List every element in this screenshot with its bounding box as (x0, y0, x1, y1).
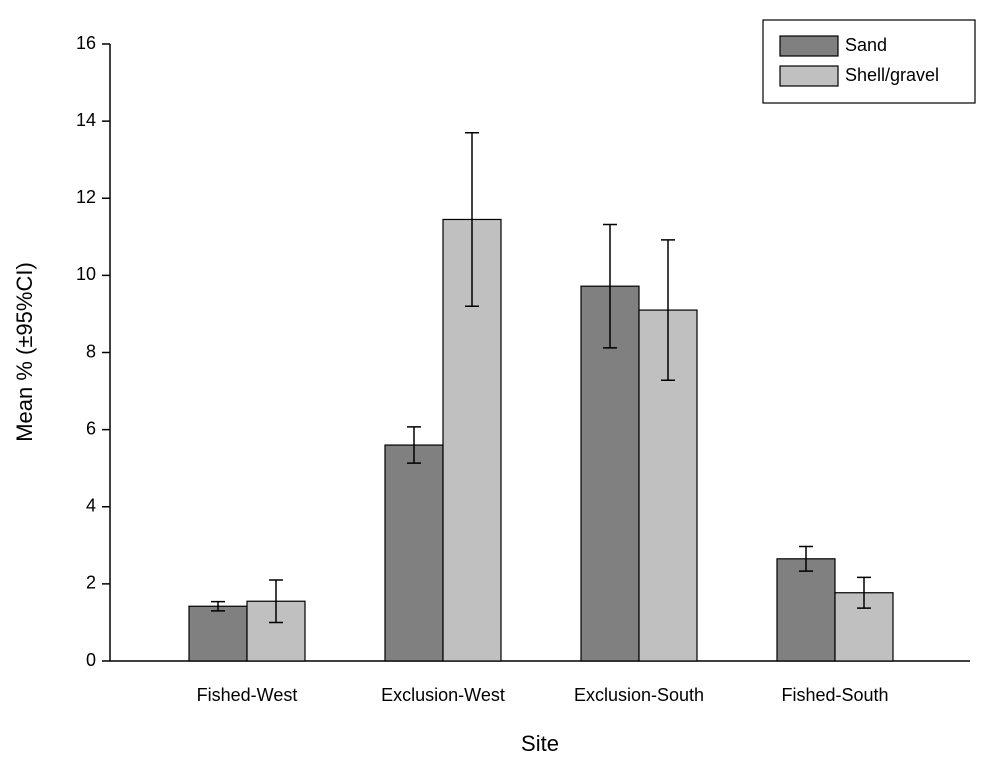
bar (580, 285, 640, 662)
error-bar (603, 223, 617, 349)
y-axis-title: Mean % (±95%CI) (12, 262, 37, 442)
error-bar (661, 239, 675, 382)
legend-swatch (779, 65, 839, 87)
error-bar (799, 545, 813, 572)
y-tick-label: 6 (86, 418, 96, 438)
x-tick-label: Exclusion-South (574, 685, 704, 705)
y-tick-label: 8 (86, 341, 96, 361)
y-tick-label: 16 (76, 33, 96, 53)
legend-box (762, 19, 976, 104)
legend-label: Sand (845, 35, 887, 55)
y-tick-label: 10 (76, 264, 96, 284)
y-tick-label: 12 (76, 187, 96, 207)
error-bar (407, 426, 421, 464)
y-tick-label: 14 (76, 110, 96, 130)
x-tick-label: Fished-South (781, 685, 888, 705)
error-bar (269, 579, 283, 624)
error-bar (857, 576, 871, 609)
error-bar (465, 131, 479, 307)
bar (188, 605, 248, 662)
y-tick-label: 0 (86, 650, 96, 670)
error-bar (211, 600, 225, 612)
bar (776, 558, 836, 662)
bar (384, 444, 444, 662)
y-tick-label: 4 (86, 496, 96, 516)
legend-label: Shell/gravel (845, 65, 939, 85)
y-tick-label: 2 (86, 573, 96, 593)
legend-swatch (779, 35, 839, 57)
x-axis-title: Site (521, 731, 559, 756)
x-tick-label: Exclusion-West (381, 685, 505, 705)
x-tick-label: Fished-West (197, 685, 298, 705)
